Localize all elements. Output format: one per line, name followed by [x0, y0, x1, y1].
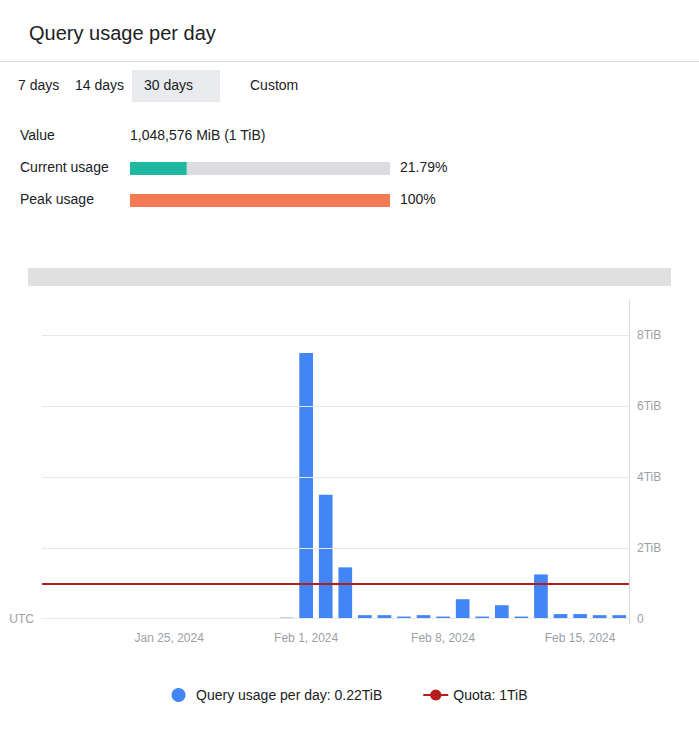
- svg-text:Feb 15, 2024: Feb 15, 2024: [545, 631, 616, 645]
- svg-text:Feb 8, 2024: Feb 8, 2024: [411, 631, 475, 645]
- svg-text:21.79%: 21.79%: [400, 159, 447, 175]
- svg-text:Custom: Custom: [250, 77, 298, 93]
- svg-text:6TiB: 6TiB: [637, 399, 661, 413]
- svg-text:7 days: 7 days: [18, 77, 59, 93]
- svg-text:8TiB: 8TiB: [637, 328, 661, 342]
- svg-text:Feb 1, 2024: Feb 1, 2024: [274, 631, 338, 645]
- svg-text:4TiB: 4TiB: [637, 470, 661, 484]
- svg-text:30 days: 30 days: [144, 77, 193, 93]
- svg-text:Value: Value: [20, 127, 55, 143]
- svg-text:1,048,576 MiB (1 TiB): 1,048,576 MiB (1 TiB): [130, 127, 265, 143]
- svg-text:100%: 100%: [400, 191, 436, 207]
- svg-text:Peak usage: Peak usage: [20, 191, 94, 207]
- svg-text:Query usage per day: 0.22TiB: Query usage per day: 0.22TiB: [196, 687, 382, 703]
- svg-text:UTC: UTC: [9, 612, 34, 626]
- svg-text:Current usage: Current usage: [20, 159, 109, 175]
- svg-text:Jan 25, 2024: Jan 25, 2024: [134, 631, 204, 645]
- svg-text:Quota: 1TiB: Quota: 1TiB: [453, 687, 527, 703]
- svg-text:14 days: 14 days: [75, 77, 124, 93]
- svg-text:2TiB: 2TiB: [637, 541, 661, 555]
- svg-text:Query usage per day: Query usage per day: [29, 22, 216, 44]
- svg-text:0: 0: [637, 612, 644, 626]
